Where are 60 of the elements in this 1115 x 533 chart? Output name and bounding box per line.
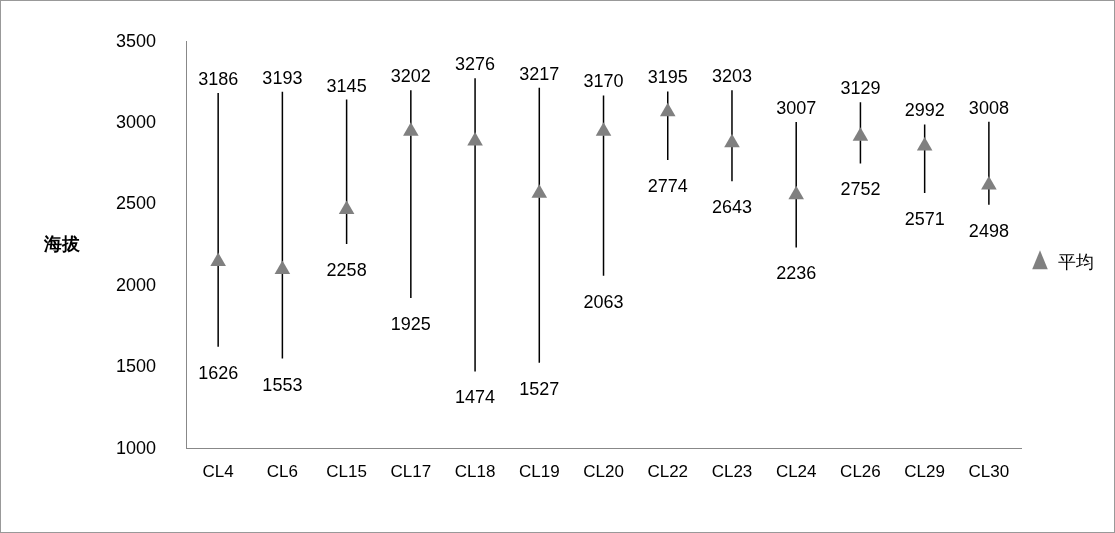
annotation: 3203 — [711, 66, 752, 87]
annotation: 2774 — [647, 175, 688, 196]
annotation: 3195 — [647, 67, 688, 88]
x-tick-label: CL30 — [968, 462, 1010, 482]
x-tick-label: CL23 — [711, 462, 753, 482]
annotation: 3170 — [583, 71, 624, 92]
annotation: 1527 — [519, 378, 560, 399]
point — [274, 260, 291, 275]
point — [403, 122, 419, 136]
annotation: 3193 — [262, 67, 303, 88]
y-axis-title: 海拔 — [43, 234, 81, 255]
y-tick-label: 1500 — [116, 356, 157, 377]
y-tick-label: 2500 — [116, 193, 157, 214]
point — [210, 252, 226, 266]
x-tick-label: CL20 — [583, 462, 624, 482]
annotation: 3276 — [455, 54, 496, 75]
point — [659, 102, 676, 117]
annotation: 2498 — [968, 220, 1009, 241]
x-tick-label: CL17 — [390, 462, 432, 482]
annotation: 2063 — [583, 291, 624, 312]
point — [724, 133, 740, 148]
annotation: 1474 — [455, 387, 496, 408]
legend-label: 平均 — [1058, 251, 1094, 272]
point — [981, 175, 997, 190]
point — [595, 122, 612, 136]
y-tick-label: 1000 — [116, 437, 157, 458]
x-tick-label: CL22 — [647, 462, 689, 482]
x-tick-label: CL18 — [454, 462, 496, 482]
x-tick-label: CL4 — [202, 462, 234, 482]
annotation: 3145 — [326, 75, 367, 96]
annotation: 2258 — [326, 259, 367, 280]
annotation: 3186 — [198, 68, 239, 89]
x-tick-label: CL26 — [840, 462, 881, 482]
annotation: 1925 — [390, 314, 431, 335]
point — [916, 136, 933, 151]
annotation: 3007 — [776, 97, 817, 118]
x-tick-label: CL19 — [518, 462, 560, 482]
x-tick-label: CL6 — [266, 462, 298, 482]
annotation: 2992 — [904, 100, 945, 121]
y-tick-label: 3000 — [116, 112, 157, 133]
point — [338, 200, 355, 214]
annotation: 1553 — [262, 374, 303, 395]
annotation: 2571 — [904, 208, 945, 229]
x-tick-label: CL15 — [326, 462, 367, 482]
point — [788, 185, 804, 200]
x-tick-label: CL24 — [775, 462, 817, 482]
point — [531, 184, 548, 198]
point — [852, 127, 869, 141]
annotation: 2236 — [776, 263, 817, 284]
annotation: 2752 — [840, 179, 881, 200]
annotation: 3008 — [968, 97, 1009, 118]
y-tick-label: 2000 — [116, 274, 157, 295]
point — [467, 132, 483, 146]
x-tick-label: CL29 — [904, 462, 945, 482]
annotation: 3129 — [840, 78, 881, 99]
annotation: 3217 — [519, 63, 560, 84]
annotation: 2643 — [711, 197, 752, 218]
annotation: 3202 — [390, 66, 431, 87]
y-tick-label: 3500 — [116, 30, 157, 51]
annotation: 1626 — [198, 362, 239, 383]
